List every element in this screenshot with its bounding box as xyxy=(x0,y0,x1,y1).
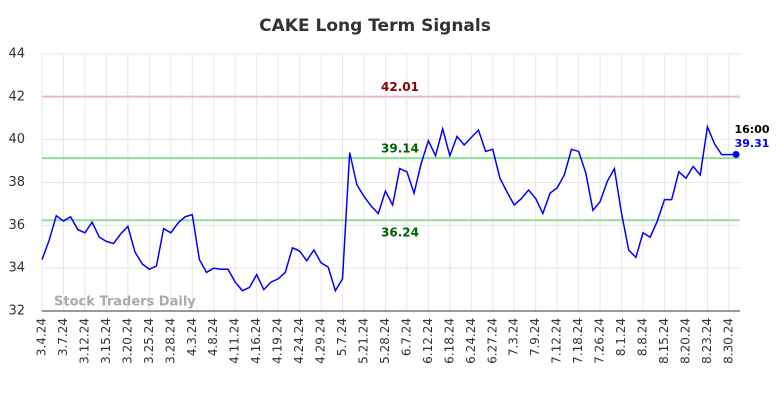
x-tick-label: 6.7.24 xyxy=(399,318,413,356)
x-tick-label: 7.9.24 xyxy=(528,318,542,356)
x-tick-label: 6.27.24 xyxy=(485,318,499,364)
signal-label: 39.14 xyxy=(381,142,419,156)
x-tick-label: 4.16.24 xyxy=(249,318,263,364)
last-value: 39.31 xyxy=(735,137,770,150)
price-line xyxy=(41,124,737,293)
y-tick-label: 32 xyxy=(8,304,25,319)
x-tick-label: 6.12.24 xyxy=(421,318,435,364)
x-tick-label: 4.11.24 xyxy=(228,318,242,364)
last-time: 16:00 xyxy=(734,123,769,136)
x-tick-label: 3.28.24 xyxy=(163,318,177,364)
x-tick-label: 8.20.24 xyxy=(678,318,692,364)
watermark: Stock Traders Daily xyxy=(54,295,196,310)
signal-label: 42.01 xyxy=(381,80,419,94)
y-tick-label: 36 xyxy=(8,218,25,233)
signal-label: 36.24 xyxy=(381,226,419,240)
x-tick-label: 3.20.24 xyxy=(120,318,134,364)
y-tick-label: 40 xyxy=(8,132,25,147)
x-tick-label: 8.15.24 xyxy=(657,318,671,364)
x-tick-label: 3.7.24 xyxy=(56,318,70,356)
x-tick-label: 5.21.24 xyxy=(356,318,370,364)
x-tick-label: 6.18.24 xyxy=(442,318,456,364)
x-tick-label: 3.25.24 xyxy=(142,318,156,364)
y-tick-label: 44 xyxy=(8,47,25,62)
x-tick-label: 8.30.24 xyxy=(721,318,735,364)
x-tick-label: 4.8.24 xyxy=(206,318,220,356)
y-tick-label: 34 xyxy=(8,261,25,276)
x-tick-label: 4.29.24 xyxy=(314,318,328,364)
last-point xyxy=(732,150,740,158)
x-tick-label: 6.24.24 xyxy=(464,318,478,364)
x-tick-label: 4.19.24 xyxy=(271,318,285,364)
x-tick-label: 5.28.24 xyxy=(378,318,392,364)
x-tick-label: 4.24.24 xyxy=(292,318,306,364)
x-tick-label: 5.7.24 xyxy=(335,318,349,356)
x-tick-label: 7.12.24 xyxy=(550,318,564,364)
chart-title: CAKE Long Term Signals xyxy=(259,16,491,36)
x-tick-label: 3.15.24 xyxy=(99,318,113,364)
x-tick-label: 4.3.24 xyxy=(185,318,199,356)
x-tick-label: 8.1.24 xyxy=(614,318,628,356)
x-tick-label: 3.12.24 xyxy=(77,318,91,364)
x-tick-label: 7.18.24 xyxy=(571,318,585,364)
x-tick-label: 8.23.24 xyxy=(700,318,714,364)
y-tick-label: 42 xyxy=(8,89,25,104)
x-tick-label: 7.26.24 xyxy=(593,318,607,364)
x-tick-label: 8.8.24 xyxy=(636,318,650,356)
x-tick-label: 7.3.24 xyxy=(507,318,521,356)
y-tick-label: 38 xyxy=(8,175,25,190)
x-tick-label: 3.4.24 xyxy=(35,318,49,356)
